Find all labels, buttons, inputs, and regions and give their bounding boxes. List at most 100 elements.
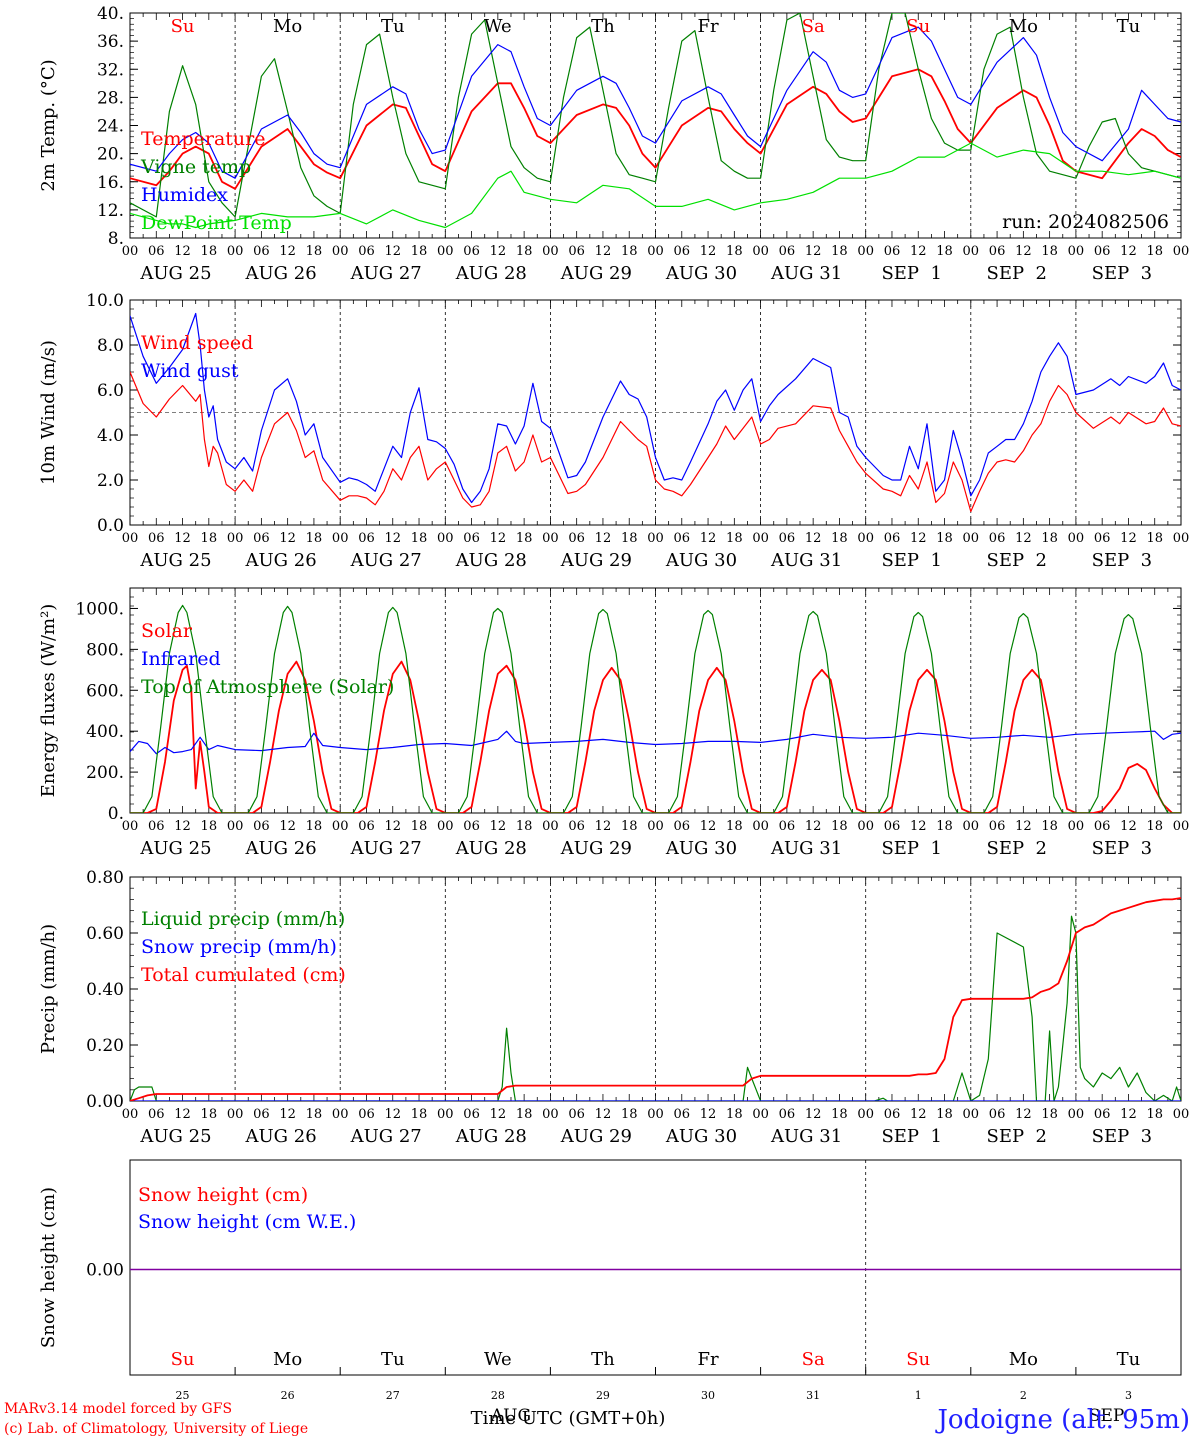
month-label-aug: AUG: [490, 1406, 531, 1426]
legend-entry: Vigne temp: [140, 156, 251, 178]
y-tick-label: 0.00: [86, 1261, 124, 1281]
hour-tick-label: 18: [726, 1107, 743, 1122]
hour-tick-label: 18: [411, 244, 428, 259]
date-label: AUG 27: [350, 550, 422, 571]
series-wind-gust: [130, 312, 1181, 504]
hour-tick-label: 00: [542, 531, 559, 546]
hour-tick-label: 18: [831, 1107, 848, 1122]
y-tick-label: 24.: [97, 117, 124, 137]
series-wind-speed: [130, 371, 1181, 513]
hour-tick-label: 12: [1015, 531, 1032, 546]
day-number-label: 30: [701, 1389, 715, 1402]
date-label: AUG 31: [770, 1126, 842, 1147]
hour-tick-label: 18: [306, 531, 323, 546]
hour-tick-label: 18: [306, 244, 323, 259]
hour-tick-label: 06: [674, 531, 691, 546]
hour-tick-label: 06: [568, 819, 585, 834]
temperature-panel: 8. 12. 16. 20. 24. 28. 32. 36. 40. 00 06 12 18 AUG 25…: [38, 4, 1189, 284]
hour-tick-label: 18: [936, 244, 953, 259]
date-label: SEP 3: [1092, 263, 1152, 284]
y-axis-title: 10m Wind (m/s): [38, 340, 59, 485]
weekday-label: Su: [906, 16, 930, 37]
hour-tick-label: 06: [989, 244, 1006, 259]
y-tick-label: 2.0: [97, 471, 124, 491]
hour-tick-label: 18: [936, 531, 953, 546]
hour-tick-label: 12: [595, 244, 612, 259]
hour-tick-label: 06: [884, 244, 901, 259]
y-tick-label: 200.: [86, 763, 124, 783]
legend-entry: Snow height (cm): [138, 1184, 308, 1206]
hour-tick-label: 06: [253, 531, 270, 546]
hour-tick-label: 12: [490, 819, 507, 834]
credit-line-1: MARv3.14 model forced by GFS: [4, 1401, 232, 1417]
hour-tick-label: 12: [490, 244, 507, 259]
date-label: SEP 1: [881, 550, 941, 571]
weekday-label: Fr: [698, 1349, 719, 1370]
hour-tick-label: 06: [358, 244, 375, 259]
date-label: SEP 1: [881, 1126, 941, 1147]
hour-tick-label: 06: [358, 1107, 375, 1122]
hour-tick-label: 12: [490, 1107, 507, 1122]
series-top-of-atmosphere-solar-: [130, 604, 1181, 813]
hour-tick-label: 06: [148, 244, 165, 259]
series-humidex: [130, 26, 1181, 179]
hour-tick-label: 00: [1068, 819, 1085, 834]
hour-tick-label: 00: [122, 1107, 139, 1122]
hour-tick-label: 12: [805, 1107, 822, 1122]
weekday-label: Mo: [1009, 16, 1038, 37]
hour-tick-label: 12: [384, 819, 401, 834]
weekday-label: Sa: [802, 1349, 825, 1370]
hour-tick-label: 12: [595, 531, 612, 546]
hour-tick-label: 00: [542, 819, 559, 834]
hour-tick-label: 12: [384, 1107, 401, 1122]
date-label: AUG 27: [350, 1126, 422, 1147]
weekday-label: We: [484, 16, 512, 37]
hour-tick-label: 00: [332, 531, 349, 546]
weekday-label: Tu: [1117, 16, 1141, 37]
date-label: SEP 1: [881, 838, 941, 859]
legend-entry: Total cumulated (cm): [141, 964, 346, 986]
hour-tick-label: 06: [1094, 819, 1111, 834]
hour-tick-label: 00: [752, 819, 769, 834]
hour-tick-label: 18: [726, 819, 743, 834]
hour-tick-label: 18: [201, 531, 218, 546]
date-label: AUG 31: [770, 550, 842, 571]
hour-tick-label: 18: [201, 1107, 218, 1122]
hour-tick-label: 12: [279, 531, 296, 546]
hour-tick-label: 06: [1094, 1107, 1111, 1122]
date-label: SEP 3: [1092, 550, 1152, 571]
hour-tick-label: 12: [1120, 819, 1137, 834]
hour-tick-label: 06: [884, 531, 901, 546]
series-solar: [130, 660, 1181, 813]
hour-tick-label: 00: [752, 1107, 769, 1122]
day-number-label: 28: [491, 1389, 505, 1402]
legend-entry: Temperature: [141, 128, 265, 150]
hour-tick-label: 06: [463, 819, 480, 834]
hour-tick-label: 06: [989, 819, 1006, 834]
hour-tick-label: 12: [1120, 531, 1137, 546]
date-label: AUG 31: [770, 838, 842, 859]
date-label: AUG 26: [244, 838, 316, 859]
y-tick-label: 20.: [97, 145, 124, 165]
legend-entry: DewPoint Temp: [141, 212, 292, 234]
date-label: SEP 2: [987, 838, 1047, 859]
y-tick-label: 0.00: [86, 1092, 124, 1112]
legend-entry: Humidex: [141, 184, 228, 206]
date-label: AUG 25: [139, 838, 211, 859]
hour-tick-label: 12: [805, 531, 822, 546]
hour-tick-label: 18: [1146, 1107, 1163, 1122]
hour-tick-label: 06: [148, 1107, 165, 1122]
y-tick-label: 4.0: [97, 426, 124, 446]
hour-tick-label: 06: [568, 531, 585, 546]
date-label: SEP 2: [987, 1126, 1047, 1147]
hour-tick-label: 06: [989, 531, 1006, 546]
hour-tick-label: 12: [700, 819, 717, 834]
hour-tick-label: 18: [1041, 1107, 1058, 1122]
weekday-label: Tu: [381, 16, 405, 37]
hour-tick-label: 06: [884, 1107, 901, 1122]
hour-tick-label: 12: [1015, 244, 1032, 259]
hour-tick-label: 12: [279, 244, 296, 259]
hour-tick-label: 12: [700, 531, 717, 546]
hour-tick-label: 12: [910, 244, 927, 259]
date-label: AUG 26: [244, 1126, 316, 1147]
